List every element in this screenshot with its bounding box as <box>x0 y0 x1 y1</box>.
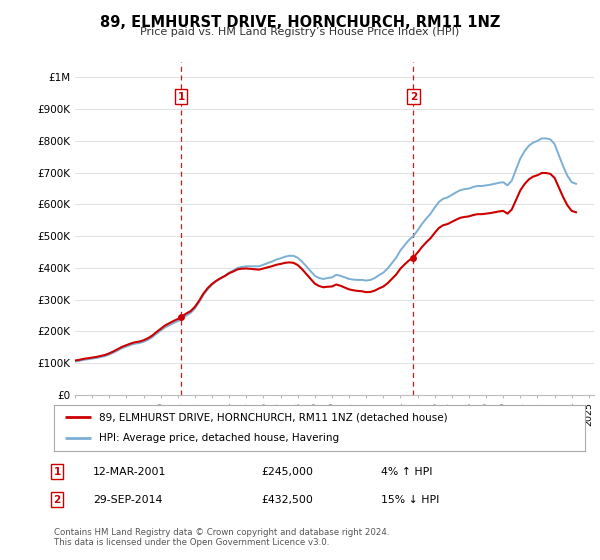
Text: £245,000: £245,000 <box>261 466 313 477</box>
Text: 89, ELMHURST DRIVE, HORNCHURCH, RM11 1NZ: 89, ELMHURST DRIVE, HORNCHURCH, RM11 1NZ <box>100 15 500 30</box>
Text: 4% ↑ HPI: 4% ↑ HPI <box>381 466 433 477</box>
Text: 89, ELMHURST DRIVE, HORNCHURCH, RM11 1NZ (detached house): 89, ELMHURST DRIVE, HORNCHURCH, RM11 1NZ… <box>99 412 448 422</box>
Text: 2: 2 <box>410 92 417 101</box>
Text: 12-MAR-2001: 12-MAR-2001 <box>93 466 166 477</box>
Text: 2: 2 <box>53 494 61 505</box>
Text: 29-SEP-2014: 29-SEP-2014 <box>93 494 163 505</box>
Text: £432,500: £432,500 <box>261 494 313 505</box>
Text: Price paid vs. HM Land Registry’s House Price Index (HPI): Price paid vs. HM Land Registry’s House … <box>140 27 460 37</box>
Text: 1: 1 <box>178 92 185 101</box>
Text: 1: 1 <box>53 466 61 477</box>
Text: 15% ↓ HPI: 15% ↓ HPI <box>381 494 439 505</box>
Text: HPI: Average price, detached house, Havering: HPI: Average price, detached house, Have… <box>99 433 339 444</box>
Text: Contains HM Land Registry data © Crown copyright and database right 2024.
This d: Contains HM Land Registry data © Crown c… <box>54 528 389 547</box>
